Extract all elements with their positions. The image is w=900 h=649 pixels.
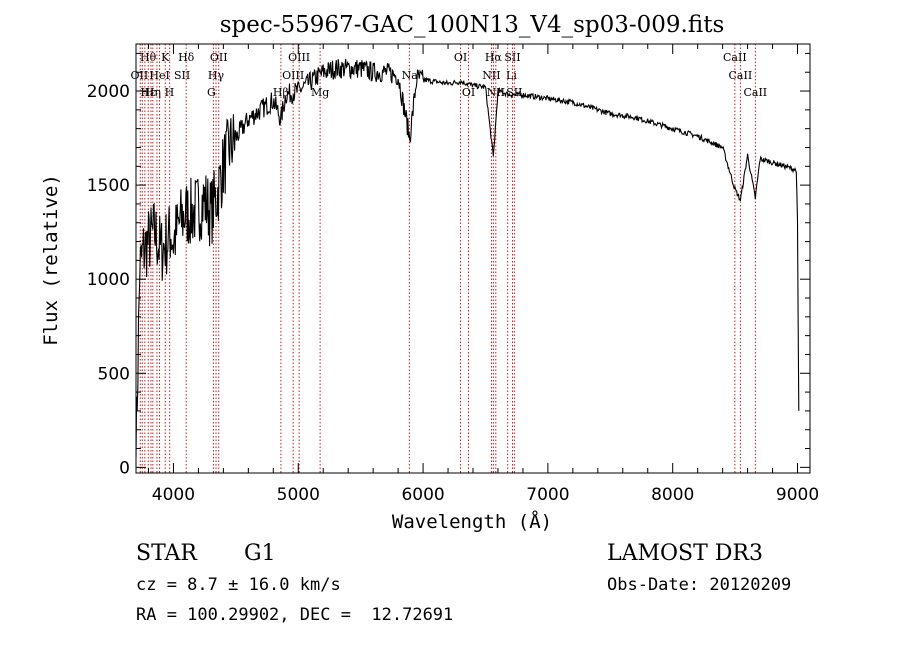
plot-frame bbox=[135, 43, 811, 474]
redshift-cz: cz = 8.7 ± 16.0 km/s bbox=[136, 575, 341, 595]
spectral-line-label: SII bbox=[506, 86, 522, 99]
observation-date: Obs-Date: 20120209 bbox=[607, 575, 791, 595]
spectral-line-label: CaII bbox=[723, 51, 747, 64]
x-tick-label: 6000 bbox=[401, 485, 444, 505]
y-tick-label: 1000 bbox=[87, 270, 130, 290]
x-tick-label: 9000 bbox=[776, 485, 819, 505]
object-class: STAR bbox=[136, 541, 198, 566]
spectral-line-label: Hα bbox=[485, 51, 503, 64]
y-tick-label: 0 bbox=[119, 458, 130, 478]
spectral-line-label: NII bbox=[482, 69, 500, 82]
x-axis-ticks: 4000 5000 6000 7000 8000 9000 bbox=[147, 44, 819, 505]
spectral-line-label: Mg bbox=[311, 86, 329, 99]
y-axis-label: Flux (relative) bbox=[40, 174, 62, 346]
survey-name: LAMOST DR3 bbox=[607, 541, 763, 566]
spectral-line-label: SII bbox=[174, 69, 190, 82]
spectral-line-label: OII bbox=[131, 69, 149, 82]
coordinates: RA = 100.29902, DEC = 12.72691 bbox=[136, 605, 453, 625]
x-tick-label: 5000 bbox=[277, 485, 320, 505]
spectral-line-label: Hε bbox=[140, 86, 156, 99]
spectral-line-label: Hδ bbox=[178, 51, 195, 64]
y-tick-label: 2000 bbox=[87, 82, 130, 102]
spectral-line-label: CaII bbox=[743, 86, 767, 99]
spectral-line-label: G bbox=[207, 86, 216, 99]
spectral-line-label: Li bbox=[506, 69, 517, 82]
spectral-line-label: OII bbox=[210, 51, 228, 64]
spectral-line-label: Hη bbox=[145, 86, 161, 99]
spectral-line-label: NII bbox=[487, 86, 505, 99]
y-tick-label: 1500 bbox=[87, 176, 130, 196]
x-tick-label: 8000 bbox=[651, 485, 694, 505]
spectral-line-label: Hγ bbox=[208, 69, 225, 82]
spectral-line-label: OI bbox=[454, 51, 467, 64]
y-tick-label: 500 bbox=[98, 364, 130, 384]
spectral-line-label: H bbox=[165, 86, 175, 99]
spectral-line-label: OIII bbox=[288, 51, 310, 64]
x-tick-label: 7000 bbox=[526, 485, 569, 505]
object-subclass: G1 bbox=[244, 541, 276, 566]
spectral-line-label: Na bbox=[402, 69, 419, 82]
spectral-line-label: SII bbox=[504, 51, 520, 64]
spectral-line-label: Hθ bbox=[140, 51, 157, 64]
spectral-line-label: K bbox=[161, 51, 170, 64]
spectral-line-markers bbox=[139, 44, 756, 473]
spectral-line-label: HeI bbox=[149, 69, 169, 82]
y-axis-ticks: 0 500 1000 1500 2000 bbox=[87, 52, 810, 478]
spectral-line-label: OI bbox=[462, 86, 475, 99]
x-axis-label: Wavelength (Å) bbox=[392, 510, 552, 533]
spectral-line-label: CaII bbox=[729, 69, 753, 82]
spectral-line-label: OIII bbox=[282, 69, 304, 82]
x-tick-label: 4000 bbox=[152, 485, 195, 505]
flux-series-line bbox=[136, 58, 800, 458]
chart-title: spec-55967-GAC_100N13_V4_sp03-009.fits bbox=[220, 12, 725, 38]
